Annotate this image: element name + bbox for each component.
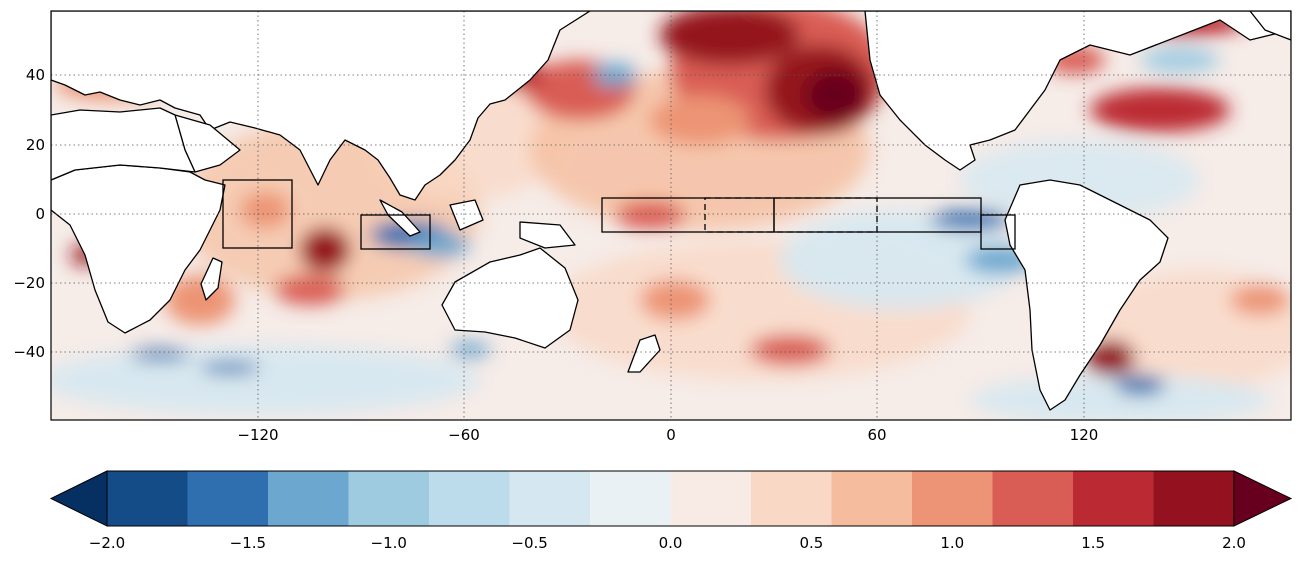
colorbar-segments: [107, 471, 1235, 526]
anomaly-patch: [300, 228, 350, 272]
australia: [441, 247, 579, 349]
map-panel: [51, 11, 1291, 420]
colorbar-segment: [992, 471, 1074, 526]
colorbar-labels: −2.0 −1.5 −1.0 −0.5 0.0 0.5 1.0 1.5 2.0: [89, 534, 1246, 552]
anomaly-patch: [1140, 48, 1220, 72]
colorbar-segment: [670, 471, 752, 526]
colorbar-segment: [912, 471, 994, 526]
colorbar-tick-label: −2.0: [89, 534, 125, 552]
anomaly-patch: [805, 70, 865, 120]
anomaly-patch: [130, 349, 190, 361]
colorbar-segment: [1153, 471, 1235, 526]
colorbar-segment: [107, 471, 189, 526]
anomaly-patch: [1115, 375, 1165, 395]
land: [51, 11, 1291, 411]
anomaly-patch: [1230, 285, 1290, 315]
colorbar-tick-label: 0.5: [799, 534, 823, 552]
madagascar: [200, 257, 223, 301]
colorbar-segment: [187, 471, 269, 526]
colorbar: −2.0 −1.5 −1.0 −0.5 0.0 0.5 1.0 1.5 2.0: [49, 470, 1293, 552]
new-guinea: [519, 221, 576, 249]
lat-tick-label: 20: [26, 136, 45, 154]
anomaly-patch: [650, 95, 750, 145]
colorbar-tick-label: 2.0: [1222, 534, 1246, 552]
colorbar-extend-max: [1233, 470, 1293, 527]
anomaly-patch: [660, 11, 800, 65]
region-box-nino12: [980, 214, 1016, 250]
colorbar-segment: [429, 471, 511, 526]
colorbar-segment: [751, 471, 833, 526]
colorbar-extend-min: [49, 470, 108, 527]
anomaly-patch: [450, 342, 490, 358]
colorbar-tick-label: −1.5: [230, 534, 266, 552]
lat-tick-label: −40: [13, 343, 45, 361]
colorbar-tick-label: −1.0: [371, 534, 407, 552]
lon-tick-label: 120: [1070, 426, 1099, 444]
colorbar-segment: [348, 471, 430, 526]
north-america: [864, 11, 1291, 171]
anomaly-patch: [1090, 88, 1230, 132]
lon-tick-label: 60: [867, 426, 886, 444]
anomaly-patch: [640, 280, 710, 320]
south-america: [1004, 179, 1169, 411]
anomaly-patch: [51, 345, 480, 415]
anomaly-patch: [240, 192, 290, 228]
region-box-nino34: [704, 197, 878, 233]
borneo: [449, 199, 484, 231]
lon-axis: −120 −60 0 60 120: [237, 426, 1098, 444]
colorbar-tick-label: 1.0: [940, 534, 964, 552]
lat-tick-label: −20: [13, 274, 45, 292]
lat-axis: 40 20 0 −20 −40: [13, 66, 45, 361]
colorbar-tick-label: 1.5: [1081, 534, 1105, 552]
lon-tick-label: 0: [666, 426, 676, 444]
map-frame: [50, 10, 1292, 421]
north-africa-west: [51, 107, 196, 181]
sumatra: [379, 199, 421, 237]
anomaly-patch: [275, 275, 345, 305]
colorbar-frame: [106, 470, 1235, 527]
anomaly-patch: [750, 335, 830, 365]
anomaly-patch: [615, 201, 685, 229]
region-box-east-indian: [360, 214, 431, 250]
lon-tick-label: −120: [237, 426, 278, 444]
anomaly-patch: [200, 362, 260, 374]
colorbar-tick-label: 0.0: [659, 534, 683, 552]
eurasia: [51, 11, 591, 201]
colorbar-segment: [268, 471, 350, 526]
lat-tick-label: 0: [35, 205, 45, 223]
new-zealand: [627, 334, 661, 373]
colorbar-segment: [1073, 471, 1155, 526]
region-box-west-indian: [222, 179, 293, 249]
colorbar-segment: [509, 471, 591, 526]
region-boxes: [222, 179, 1016, 250]
greenland: [1249, 11, 1291, 41]
lat-tick-label: 40: [26, 66, 45, 84]
colorbar-segment: [590, 471, 672, 526]
gridlines: [51, 11, 1291, 420]
colorbar-tick-label: −0.5: [511, 534, 547, 552]
colorbar-segment: [831, 471, 913, 526]
anomaly-patch: [780, 210, 1020, 310]
anomaly-patch: [410, 233, 470, 257]
lon-tick-label: −60: [448, 426, 480, 444]
anomaly-patch: [930, 210, 1010, 230]
